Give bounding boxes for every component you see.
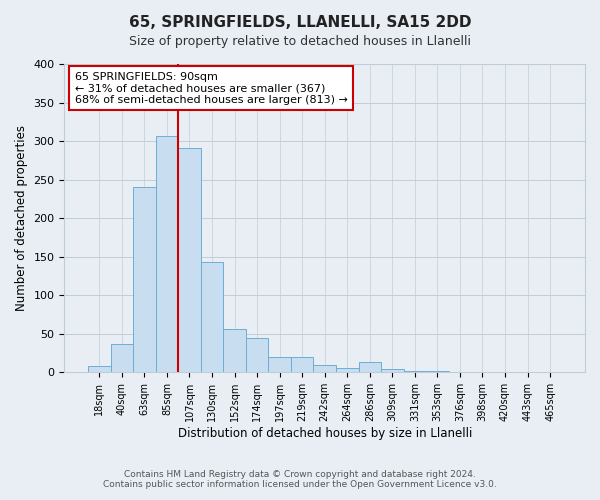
Y-axis label: Number of detached properties: Number of detached properties [15,125,28,311]
Bar [178,148,201,372]
Bar [381,370,404,372]
Bar [133,188,155,372]
Text: 65, SPRINGFIELDS, LLANELLI, SA15 2DD: 65, SPRINGFIELDS, LLANELLI, SA15 2DD [129,15,471,30]
Bar [313,364,336,372]
Bar [155,136,178,372]
Bar [426,371,449,372]
Bar [223,329,246,372]
Text: Size of property relative to detached houses in Llanelli: Size of property relative to detached ho… [129,35,471,48]
Bar [359,362,381,372]
Bar [404,371,426,372]
Text: Contains HM Land Registry data © Crown copyright and database right 2024.
Contai: Contains HM Land Registry data © Crown c… [103,470,497,489]
X-axis label: Distribution of detached houses by size in Llanelli: Distribution of detached houses by size … [178,427,472,440]
Bar [88,366,110,372]
Bar [336,368,359,372]
Bar [268,357,291,372]
Bar [291,357,313,372]
Bar [246,338,268,372]
Bar [110,344,133,372]
Bar [201,262,223,372]
Text: 65 SPRINGFIELDS: 90sqm
← 31% of detached houses are smaller (367)
68% of semi-de: 65 SPRINGFIELDS: 90sqm ← 31% of detached… [75,72,347,105]
